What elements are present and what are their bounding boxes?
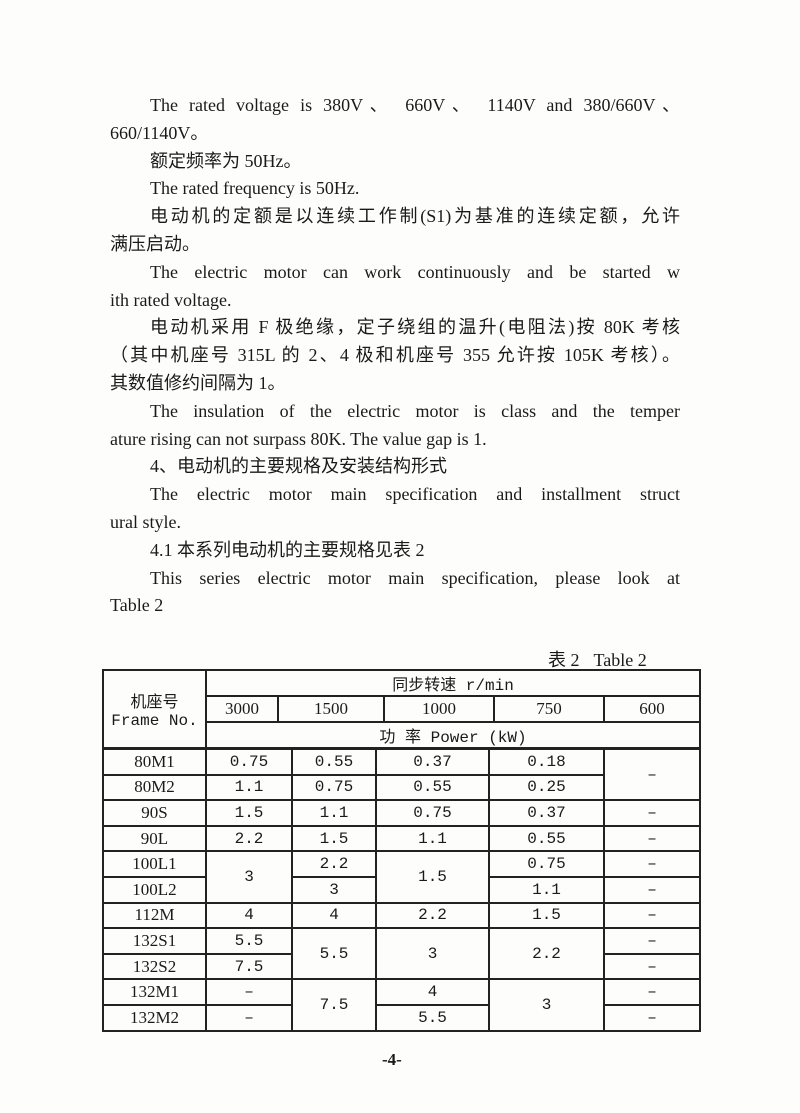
speed-750: 750 xyxy=(493,695,605,723)
cell: 1.1 xyxy=(205,773,293,802)
cell: – xyxy=(205,978,293,1006)
cell: 4 xyxy=(375,978,490,1006)
cell: 2.2 xyxy=(488,927,605,981)
cell: 3 xyxy=(205,850,293,904)
cell: 0.25 xyxy=(488,773,605,802)
cell: 1.5 xyxy=(291,824,377,853)
text-line: ural style. xyxy=(110,511,181,532)
speed-600: 600 xyxy=(602,695,702,723)
page-number: -4- xyxy=(382,1050,402,1069)
frame-cell: 112M xyxy=(102,901,207,930)
text-line: 电动机的定额是以连续工作制(S1)为基准的连续定额，允许 xyxy=(150,206,680,227)
cell: 3 xyxy=(291,875,377,904)
cell: – xyxy=(603,824,701,853)
speed-3000: 3000 xyxy=(205,695,279,723)
cell: – xyxy=(603,952,701,981)
cell: – xyxy=(603,901,701,930)
frame-cell: 132S2 xyxy=(102,952,207,981)
cell: – xyxy=(603,927,701,955)
text-line: ature rising can not surpass 80K. The va… xyxy=(110,428,487,449)
text-line: The insulation of the electric motor is … xyxy=(150,400,680,421)
caption-cn: 表 2 xyxy=(548,650,580,670)
cell: 0.37 xyxy=(488,799,605,827)
cell: – xyxy=(603,978,701,1006)
speed-1000: 1000 xyxy=(383,695,495,723)
text-line: 4、电动机的主要规格及安装结构形式 xyxy=(150,456,447,477)
cell: 0.37 xyxy=(375,748,490,776)
text-line: The electric motor can work continuously… xyxy=(150,261,680,282)
speed-header: 同步转速 r/min xyxy=(204,669,702,697)
cell: 0.75 xyxy=(488,850,605,878)
cell: 2.2 xyxy=(291,850,377,878)
cell: – xyxy=(603,747,701,802)
text-line: 其数值修约间隔为 1。 xyxy=(110,372,286,393)
text-line: 660/1140V。 xyxy=(110,122,209,143)
cell: 4 xyxy=(291,901,377,930)
cell: 3 xyxy=(488,978,605,1032)
cell: – xyxy=(603,850,701,878)
frame-header-cn: 机座号 xyxy=(130,694,179,712)
cell: 2.2 xyxy=(205,824,293,853)
cell: 5.5 xyxy=(375,1003,490,1032)
cell: 2.2 xyxy=(375,901,490,930)
table-caption: 表 2 Table 2 xyxy=(548,646,647,672)
text-line: 4.1 本系列电动机的主要规格见表 2 xyxy=(150,539,425,560)
cell: – xyxy=(603,1003,701,1032)
body-text: The rated voltage is 380V、 660V、 1140V a… xyxy=(110,92,680,620)
table-header: 机座号 Frame No. 同步转速 r/min 3000 1500 1000 7… xyxy=(102,669,702,749)
cell: 7.5 xyxy=(205,952,293,981)
cell: 0.75 xyxy=(291,773,377,802)
cell: 1.1 xyxy=(375,824,490,853)
cell: 0.55 xyxy=(375,773,490,802)
text-line: The electric motor main specification an… xyxy=(150,484,680,505)
text-line: The rated voltage is 380V、 660V、 1140V a… xyxy=(150,95,680,115)
speed-1500: 1500 xyxy=(277,695,385,723)
cell: 0.18 xyxy=(488,748,605,776)
spec-table: 80M1 0.75 0.55 0.37 0.18– 80M2 1.1 0.75 0.55 0.2… xyxy=(102,747,701,1032)
cell: – xyxy=(603,875,701,904)
frame-cell: 80M2 xyxy=(102,773,207,802)
frame-header-en: Frame No. xyxy=(111,712,198,730)
cell: 1.5 xyxy=(488,901,605,930)
frame-cell: 90L xyxy=(102,824,207,853)
frame-cell: 100L1 xyxy=(102,850,207,878)
cell: 7.5 xyxy=(291,978,377,1032)
cell: 1.1 xyxy=(488,875,605,904)
cell: 5.5 xyxy=(205,927,293,955)
cell: 1.5 xyxy=(375,850,490,904)
cell: 0.75 xyxy=(375,799,490,827)
frame-cell: 80M1 xyxy=(102,748,207,776)
text-line: 电动机采用 F 极绝缘，定子绕组的温升(电阻法)按 80K 考核 xyxy=(150,317,680,338)
cell: – xyxy=(205,1003,293,1032)
cell: 1.5 xyxy=(205,799,293,827)
cell: 0.75 xyxy=(205,748,293,776)
frame-header: 机座号 Frame No. xyxy=(102,669,207,749)
frame-cell: 132M2 xyxy=(102,1003,207,1032)
text-line: The rated frequency is 50Hz. xyxy=(150,178,360,199)
text-line: Table 2 xyxy=(110,595,164,616)
text-line: ith rated voltage. xyxy=(110,289,232,310)
text-line: 满压启动。 xyxy=(110,233,200,254)
frame-cell: 90S xyxy=(102,799,207,827)
cell: – xyxy=(603,799,701,827)
frame-cell: 132M1 xyxy=(102,978,207,1006)
text-line: 额定频率为 50Hz。 xyxy=(150,150,302,171)
cell: 1.1 xyxy=(291,799,377,827)
power-header: 功 率 Power (kW) xyxy=(204,721,702,749)
caption-en: Table 2 xyxy=(593,650,647,670)
cell: 5.5 xyxy=(291,927,377,981)
text-line: （其中机座号 315L 的 2、4 极和机座号 355 允许按 105K 考核）… xyxy=(110,345,680,366)
cell: 0.55 xyxy=(488,824,605,853)
text-line: This series electric motor main specific… xyxy=(150,567,680,588)
cell: 0.55 xyxy=(291,748,377,776)
cell: 3 xyxy=(375,927,490,981)
cell: 4 xyxy=(205,901,293,930)
frame-cell: 100L2 xyxy=(102,875,207,904)
frame-cell: 132S1 xyxy=(102,927,207,955)
